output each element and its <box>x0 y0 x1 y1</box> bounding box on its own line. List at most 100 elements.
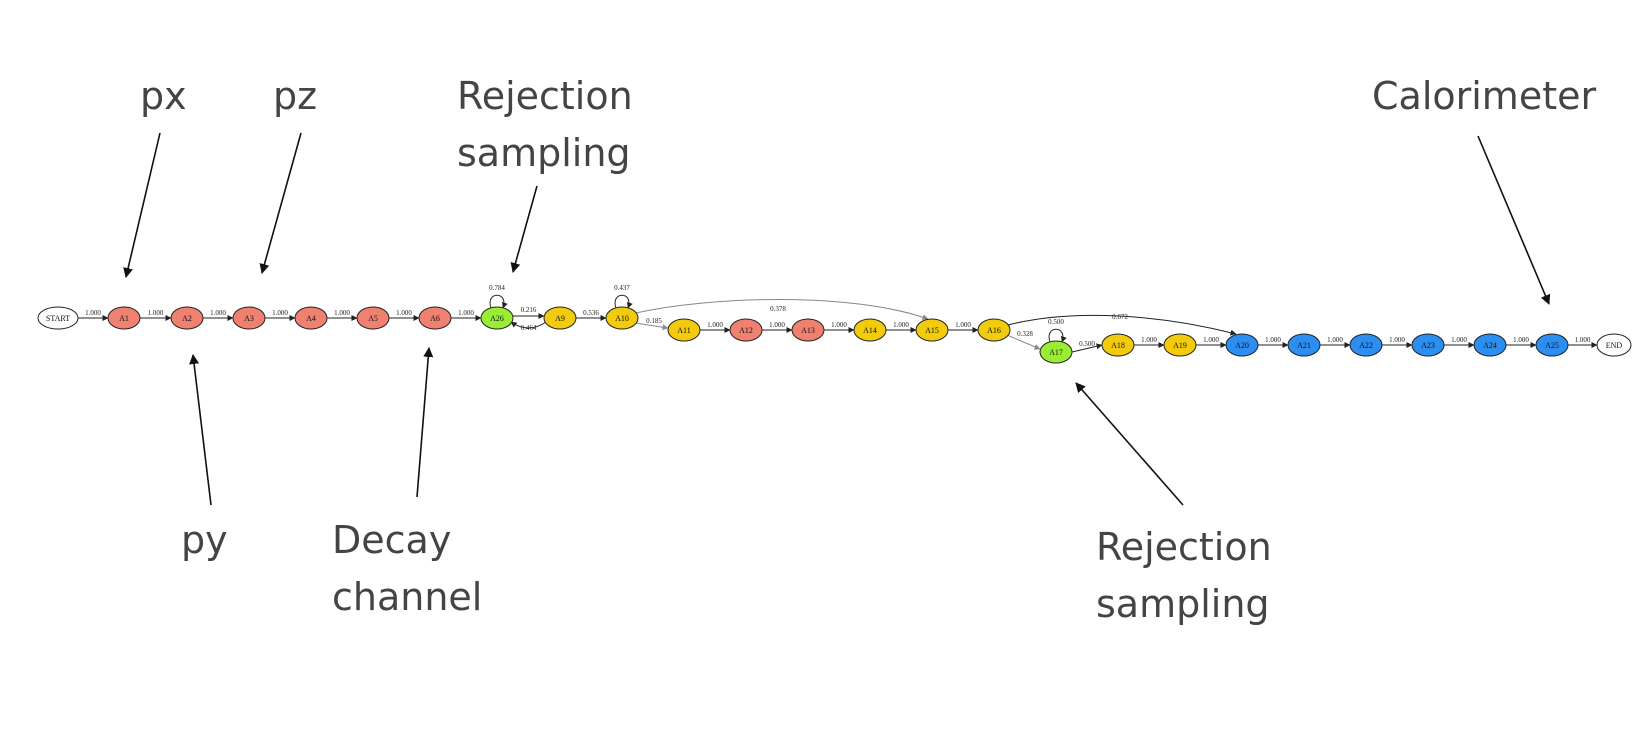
edge-label-a23-a24: 1.000 <box>1451 336 1467 344</box>
edge-a9-a26 <box>510 321 547 329</box>
edge-label-a18-a19: 1.000 <box>1141 336 1157 344</box>
edge-label-a10-a11: 0.185 <box>646 317 662 325</box>
edge-a10-a10 <box>614 294 633 309</box>
edge-a17-a18 <box>1071 343 1103 353</box>
calorimeter-label: Calorimeter <box>1372 74 1597 118</box>
edge-label-a26-a9: 0.216 <box>521 306 537 314</box>
node-shape-a5 <box>356 306 390 330</box>
edge-label-a20-a21: 1.000 <box>1265 336 1281 344</box>
node-label-a24: A24 <box>1483 341 1497 350</box>
rejection-sampling-label-2: Rejection sampling <box>1096 525 1272 626</box>
node-a4: A4 <box>294 306 328 330</box>
node-label-a21: A21 <box>1297 341 1311 350</box>
node-shape-a25 <box>1535 333 1569 357</box>
node-a13: A13 <box>791 318 825 342</box>
node-label-a3: A3 <box>244 314 254 323</box>
edge-a26-a26 <box>489 294 508 309</box>
decay-channel-label: Decay channel <box>332 518 483 619</box>
edge-label-a3-a4: 1.000 <box>272 309 288 317</box>
node-shape-a22 <box>1349 333 1383 357</box>
node-shape-a2 <box>170 306 204 330</box>
edge-label-a1-a2: 1.000 <box>148 309 164 317</box>
node-label-a2: A2 <box>182 314 192 323</box>
edge-label-a10-a15: 0.378 <box>770 305 786 313</box>
node-a20: A20 <box>1225 333 1259 357</box>
edge-label-a17-a17: 0.500 <box>1048 318 1064 326</box>
node-a14: A14 <box>853 318 887 342</box>
edge-label-a14-a15: 1.000 <box>893 321 909 329</box>
edge-label-a17-a18: 0.500 <box>1079 340 1095 348</box>
edge-a16-a20 <box>1007 314 1237 336</box>
pz-label: pz <box>273 74 318 118</box>
node-label-a26: A26 <box>490 314 504 323</box>
node-label-a20: A20 <box>1235 341 1249 350</box>
node-label-start: START <box>46 314 70 323</box>
node-label-a25: A25 <box>1545 341 1559 350</box>
edge-a17-a17 <box>1048 328 1067 343</box>
edge-a10-a15 <box>635 299 929 320</box>
node-label-a13: A13 <box>801 326 815 335</box>
edge-label-a2-a3: 1.000 <box>210 309 226 317</box>
node-shape-a10 <box>605 306 639 330</box>
node-shape-a12 <box>729 318 763 342</box>
node-shape-a3 <box>232 306 266 330</box>
node-shape-a15 <box>915 318 949 342</box>
edge-label-a9-a26: 0.464 <box>521 324 537 332</box>
node-shape-a1 <box>107 306 141 330</box>
node-a26: A26 <box>480 306 514 330</box>
node-shape-a21 <box>1287 333 1321 357</box>
node-a1: A1 <box>107 306 141 330</box>
node-label-a11: A11 <box>677 326 690 335</box>
node-shape-a19 <box>1163 333 1197 357</box>
node-label-a12: A12 <box>739 326 753 335</box>
node-label-a14: A14 <box>863 326 877 335</box>
pz-annotation-arrow <box>259 132 302 274</box>
edge-label-a12-a13: 1.000 <box>769 321 785 329</box>
node-shape-a9 <box>543 306 577 330</box>
node-label-end: END <box>1606 341 1623 350</box>
calorimeter-annotation-arrow <box>1477 135 1551 305</box>
node-label-a19: A19 <box>1173 341 1187 350</box>
node-a9: A9 <box>543 306 577 330</box>
edge-label-a13-a14: 1.000 <box>831 321 847 329</box>
node-a10: A10 <box>605 306 639 330</box>
edge-a16-a17 <box>1006 334 1041 350</box>
node-a21: A21 <box>1287 333 1321 357</box>
edge-label-a16-a17: 0.328 <box>1017 330 1033 338</box>
node-label-a1: A1 <box>119 314 129 323</box>
node-label-a18: A18 <box>1111 341 1125 350</box>
node-label-a16: A16 <box>987 326 1001 335</box>
edge-label-a19-a20: 1.000 <box>1203 336 1219 344</box>
edge-label-a5-a6: 1.000 <box>396 309 412 317</box>
px-annotation-arrow <box>123 132 161 278</box>
decay-channel-annotation-arrow <box>416 347 434 498</box>
rejection-sampling-2-annotation-arrow <box>1075 382 1184 506</box>
node-shape-a17 <box>1039 340 1073 364</box>
node-shape-a11 <box>667 318 701 342</box>
edge-label-a9-a10: 0.536 <box>583 309 599 317</box>
node-shape-a14 <box>853 318 887 342</box>
px-label: px <box>140 74 187 118</box>
node-end: END <box>1596 333 1632 357</box>
node-a18: A18 <box>1101 333 1135 357</box>
edge-label-a22-a23: 1.000 <box>1389 336 1405 344</box>
node-a16: A16 <box>977 318 1011 342</box>
rejection-sampling-label-1: Rejection sampling <box>457 74 633 175</box>
node-a6: A6 <box>418 306 452 330</box>
edge-label-a4-a5: 1.000 <box>334 309 350 317</box>
edge-label-start-a1: 1.000 <box>85 309 101 317</box>
node-label-a10: A10 <box>615 314 629 323</box>
node-label-a15: A15 <box>925 326 939 335</box>
edge-label-a21-a22: 1.000 <box>1327 336 1343 344</box>
node-a3: A3 <box>232 306 266 330</box>
edge-label-a10-a10: 0.437 <box>614 284 630 292</box>
node-shape-a23 <box>1411 333 1445 357</box>
edge-label-a26-a26: 0.784 <box>489 284 505 292</box>
node-a19: A19 <box>1163 333 1197 357</box>
rejection-sampling-1-annotation-arrow <box>510 185 538 273</box>
node-label-a23: A23 <box>1421 341 1435 350</box>
py-annotation-arrow <box>189 354 212 506</box>
node-a23: A23 <box>1411 333 1445 357</box>
node-label-a22: A22 <box>1359 341 1373 350</box>
